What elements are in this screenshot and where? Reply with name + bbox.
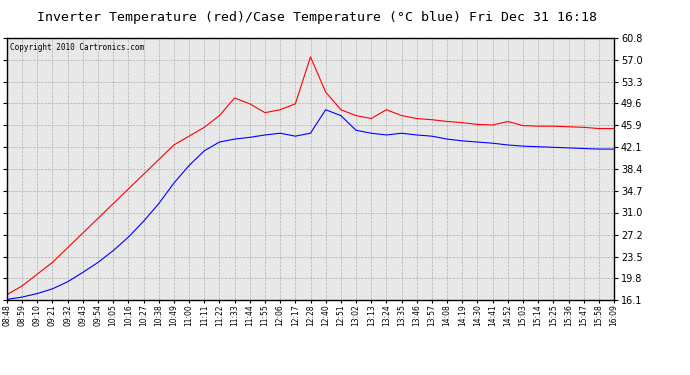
Text: Copyright 2010 Cartronics.com: Copyright 2010 Cartronics.com bbox=[10, 43, 144, 52]
Text: Inverter Temperature (red)/Case Temperature (°C blue) Fri Dec 31 16:18: Inverter Temperature (red)/Case Temperat… bbox=[37, 11, 598, 24]
